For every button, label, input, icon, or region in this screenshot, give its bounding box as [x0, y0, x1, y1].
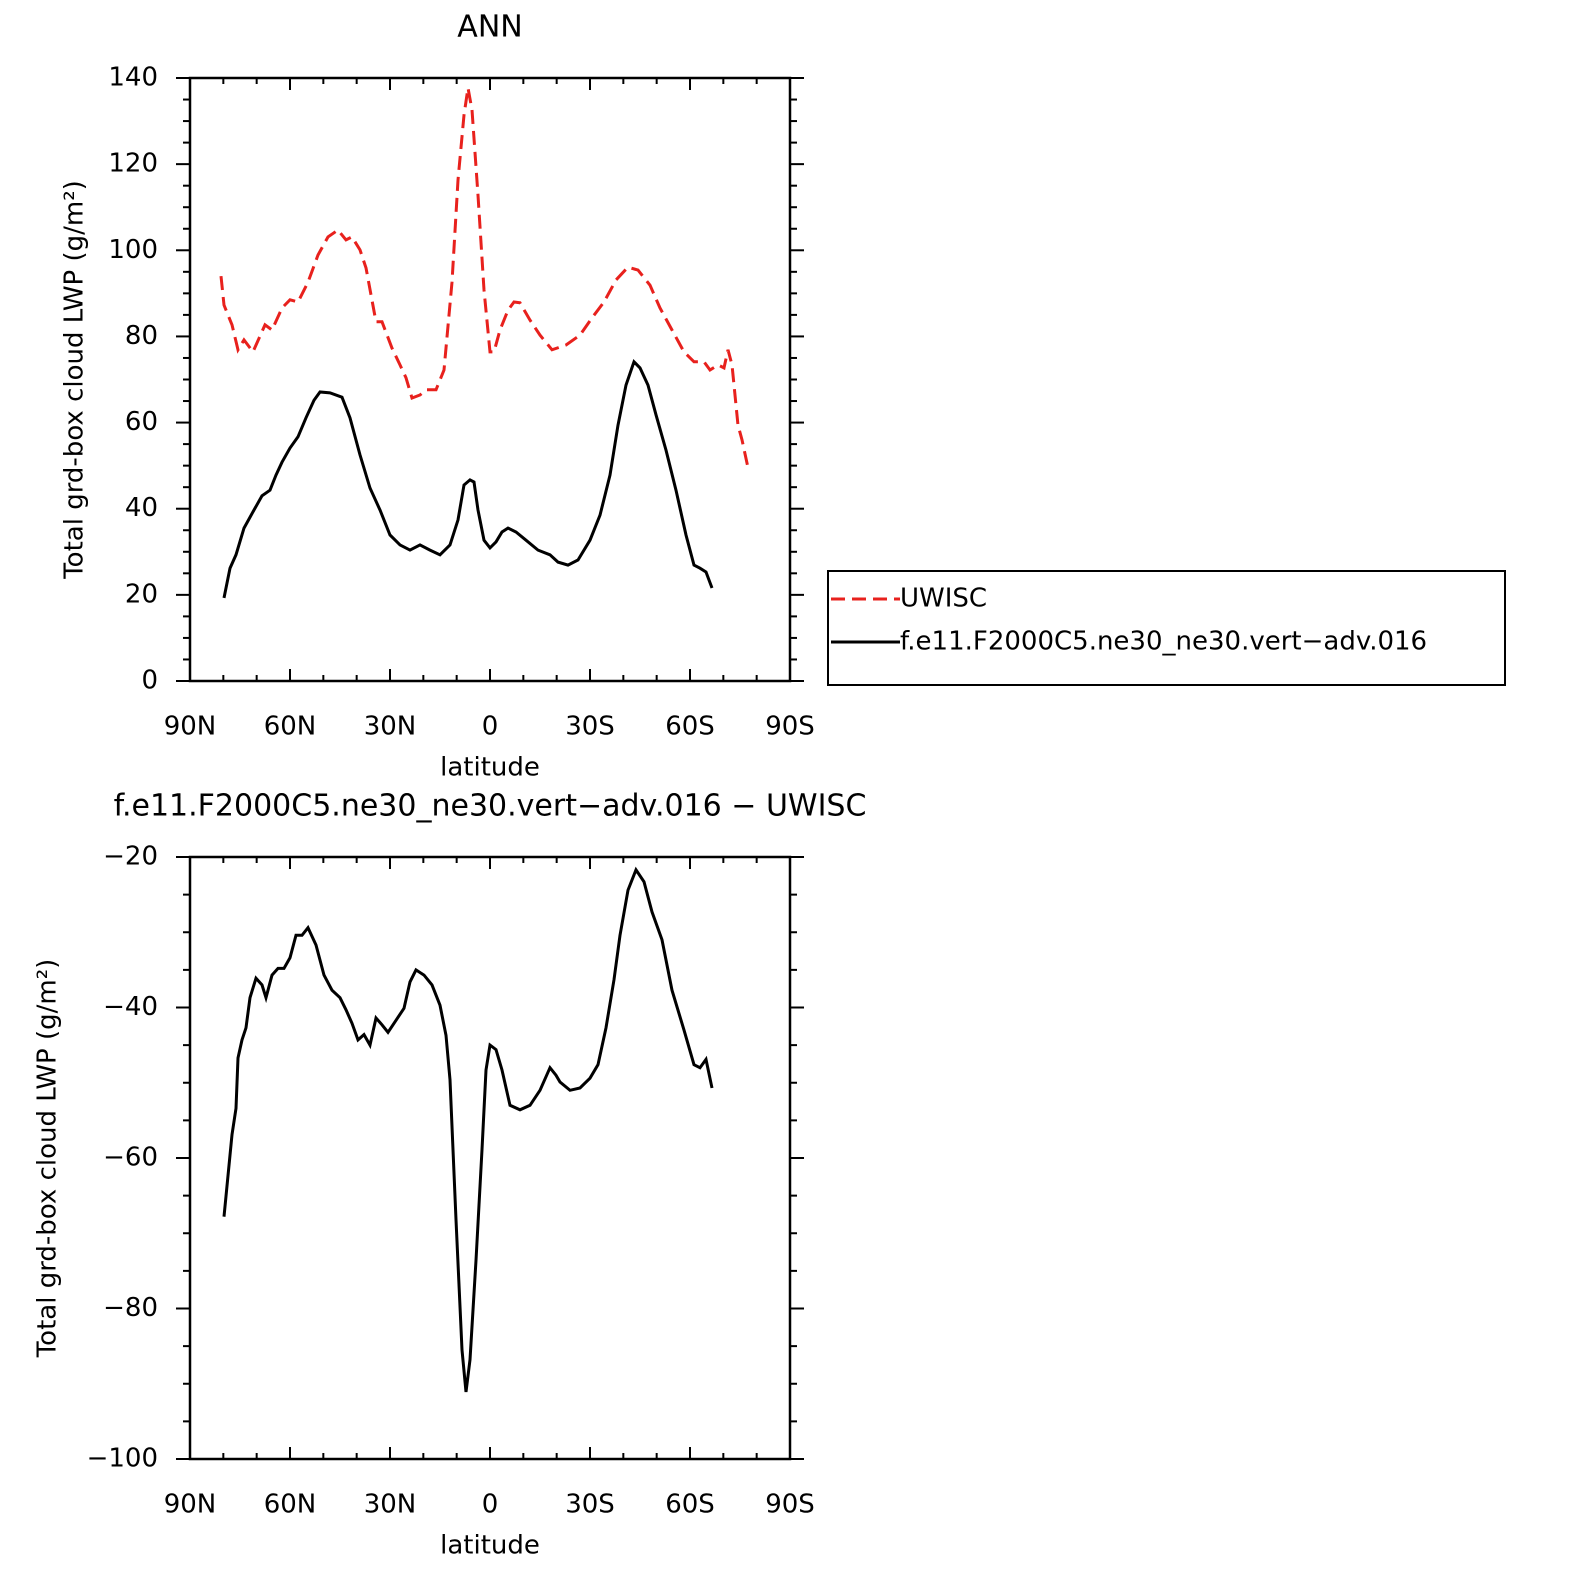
- legend-label: f.e11.F2000C5.ne30_ne30.vert−adv.016: [900, 627, 1427, 657]
- y-tick-label: 100: [108, 235, 158, 265]
- x-tick-label: 60S: [665, 712, 715, 742]
- x-tick-label: 60N: [264, 1490, 317, 1520]
- y-tick-label: 0: [141, 666, 158, 696]
- x-tick-label: 30N: [364, 712, 417, 742]
- y-tick-label: −20: [103, 842, 158, 872]
- plot-frame: [188, 855, 792, 1461]
- data-line: [222, 359, 714, 599]
- x-axis-label: latitude: [440, 753, 540, 783]
- y-tick-label: −40: [103, 992, 158, 1022]
- x-tick-label: 90S: [765, 1490, 815, 1520]
- y-tick-label: 80: [125, 321, 158, 351]
- x-tick-label: 90N: [164, 1490, 217, 1520]
- data-line: [222, 866, 714, 1393]
- chart-title: f.e11.F2000C5.ne30_ne30.vert−adv.016 − U…: [114, 789, 867, 824]
- y-tick-label: 140: [108, 63, 158, 93]
- x-tick-label: 60N: [264, 712, 317, 742]
- x-tick-label: 30S: [565, 1490, 615, 1520]
- x-tick-label: 30S: [565, 712, 615, 742]
- y-tick-label: 120: [108, 149, 158, 179]
- x-tick-label: 30N: [364, 1490, 417, 1520]
- x-axis-label: latitude: [440, 1531, 540, 1561]
- legend-box: [827, 570, 1506, 686]
- legend-label: UWISC: [900, 584, 987, 614]
- x-tick-label: 0: [482, 1490, 499, 1520]
- y-tick-label: −60: [103, 1143, 158, 1173]
- chart-title: ANN: [457, 10, 522, 45]
- y-axis-label: Total grd-box cloud LWP (g/m²): [60, 180, 90, 580]
- data-line: [219, 87, 750, 469]
- y-axis-label: Total grd-box cloud LWP (g/m²): [33, 959, 63, 1359]
- y-tick-label: −80: [103, 1293, 158, 1323]
- y-tick-label: −100: [87, 1444, 158, 1474]
- x-tick-label: 60S: [665, 1490, 715, 1520]
- x-tick-label: 90S: [765, 712, 815, 742]
- y-tick-label: 40: [125, 493, 158, 523]
- x-tick-label: 90N: [164, 712, 217, 742]
- y-tick-label: 20: [125, 579, 158, 609]
- x-tick-label: 0: [482, 712, 499, 742]
- y-tick-label: 60: [125, 407, 158, 437]
- plot-frame: [188, 76, 792, 683]
